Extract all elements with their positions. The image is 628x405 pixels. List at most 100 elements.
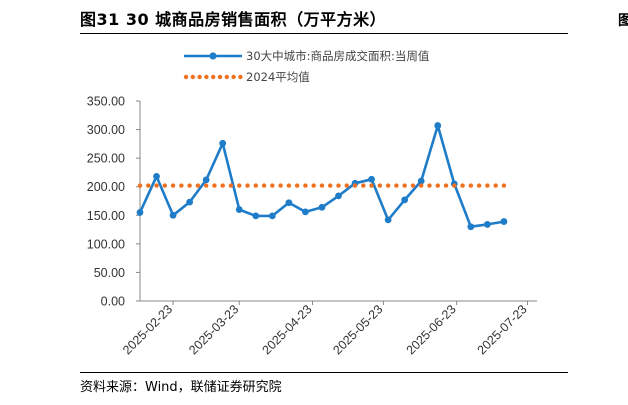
avg-point	[452, 183, 457, 188]
avg-dot	[245, 183, 250, 188]
avg-point	[220, 183, 225, 188]
weekly-point	[219, 139, 227, 147]
avg-dot	[410, 183, 416, 188]
avg-dot	[179, 183, 184, 188]
y-tick-label: 300.00	[87, 123, 125, 137]
weekly-point	[285, 199, 293, 207]
avg-dot	[493, 183, 498, 188]
figure-title: 图31 30 城商品房销售面积（万平方米）	[80, 10, 387, 29]
avg-dot	[394, 183, 399, 188]
weekly-point	[384, 216, 392, 224]
legend-avg-swatch	[211, 74, 216, 80]
avg-dot	[212, 183, 217, 188]
title-rule	[80, 33, 568, 34]
weekly-series-line	[138, 124, 505, 228]
source-rule	[80, 372, 568, 373]
avg-point	[385, 183, 391, 188]
avg-point	[435, 183, 440, 188]
avg-dot	[228, 183, 234, 188]
y-axis: 0.00 50.00 100.00 150.00 200.00 250.00 300.00 3…	[87, 95, 141, 309]
avg-point	[485, 183, 490, 188]
source-note: 资料来源：Wind，联储证券研究院	[80, 380, 282, 395]
legend-avg-swatch	[224, 74, 229, 80]
avg-point	[253, 183, 258, 188]
weekly-point	[169, 211, 177, 219]
avg-point	[154, 183, 159, 188]
weekly-point	[302, 208, 309, 216]
legend-avg-swatch	[197, 74, 202, 80]
avg-point	[270, 183, 275, 188]
plot-area	[136, 122, 508, 231]
avg-dot	[261, 183, 267, 188]
weekly-point	[417, 177, 425, 185]
weekly-point	[268, 212, 276, 220]
weekly-point	[186, 198, 194, 206]
legend-avg-swatch	[190, 74, 195, 80]
avg-dot	[361, 183, 366, 188]
line-chart: 30大中城市:商品房成交面积:当周值 2024平均值 0.00 50.00 100.0…	[87, 49, 537, 357]
legend-avg-swatch	[183, 74, 189, 80]
weekly-point	[500, 218, 508, 225]
legend-label: 30大中城市:商品房成交面积:当周值	[246, 49, 430, 63]
avg-dot	[344, 183, 349, 188]
avg-dot	[294, 183, 300, 188]
avg-point	[237, 183, 242, 188]
y-tick-label: 200.00	[87, 180, 125, 194]
x-tick-label: 2025-02-23	[120, 302, 175, 357]
avg-dot	[377, 183, 383, 188]
avg-dot	[146, 183, 151, 188]
chart-legend: 30大中城市:商品房成交面积:当周值 2024平均值	[183, 49, 430, 84]
y-tick-label: 150.00	[87, 209, 125, 223]
weekly-point	[318, 203, 326, 211]
avg-point	[468, 183, 474, 188]
avg-point	[286, 183, 292, 188]
avg-point	[336, 183, 341, 188]
legend-avg-swatch	[217, 74, 223, 80]
weekly-point	[335, 192, 342, 200]
avg-dot	[328, 183, 333, 188]
avg-dot	[476, 183, 482, 188]
weekly-point	[467, 223, 475, 231]
legend-avg-swatch	[238, 74, 243, 80]
x-tick-label: 2025-06-23	[404, 302, 459, 357]
avg-dot	[427, 183, 432, 188]
weekly-point	[136, 209, 144, 216]
x-axis: 2025-02-23 2025-03-23 2025-04-23 2025-05-23…	[120, 300, 537, 357]
x-tick-label: 2025-07-23	[475, 302, 530, 357]
x-tick-label: 2025-03-23	[186, 302, 241, 357]
avg-dot	[443, 183, 449, 188]
weekly-point	[235, 206, 243, 213]
avg-dot	[460, 183, 465, 188]
weekly-point	[434, 122, 442, 129]
adjacent-figure-edge: 图	[618, 13, 628, 28]
avg-point	[419, 183, 424, 188]
avg-point	[352, 183, 358, 188]
avg-point	[203, 183, 209, 188]
weekly-point	[401, 196, 409, 204]
weekly-point	[202, 176, 210, 184]
avg-dot	[278, 183, 283, 188]
weekly-point	[368, 175, 375, 183]
avg-dot	[195, 183, 201, 188]
avg-point	[170, 183, 176, 188]
avg-point	[319, 183, 325, 188]
avg-point	[303, 183, 308, 188]
avg-dot	[311, 183, 316, 188]
avg-point	[369, 183, 374, 188]
y-tick-label: 50.00	[94, 266, 125, 280]
avg-point	[137, 183, 143, 188]
avg-point	[501, 183, 507, 188]
weekly-point	[153, 173, 160, 180]
y-tick-label: 350.00	[87, 95, 125, 109]
weekly-point	[252, 212, 260, 220]
avg-point	[402, 183, 407, 188]
legend-label: 2024平均值	[246, 70, 310, 84]
legend-weekly-marker	[209, 52, 217, 60]
y-tick-label: 100.00	[87, 237, 125, 251]
y-tick-label: 250.00	[87, 152, 125, 166]
legend-avg-swatch	[231, 74, 236, 80]
x-tick-label: 2025-05-23	[330, 302, 385, 357]
y-tick-label: 0.00	[101, 295, 125, 309]
avg-dot	[162, 183, 168, 188]
weekly-point	[483, 221, 491, 228]
